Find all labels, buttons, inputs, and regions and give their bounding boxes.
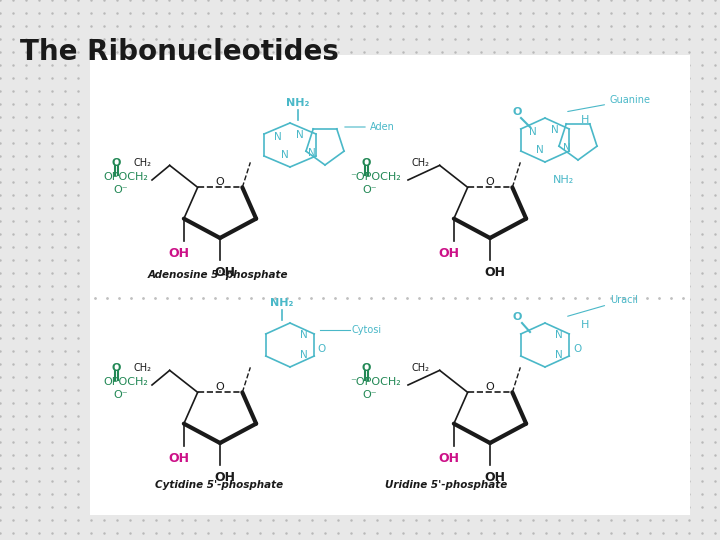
Text: ⁻OPOCH₂: ⁻OPOCH₂ xyxy=(350,377,401,387)
Text: O: O xyxy=(318,344,326,354)
Text: N: N xyxy=(300,330,308,340)
Text: OH: OH xyxy=(215,471,235,484)
Text: OH: OH xyxy=(485,471,505,484)
Text: O: O xyxy=(112,158,122,168)
Text: O: O xyxy=(485,382,495,393)
Text: N: N xyxy=(281,150,289,160)
Text: O: O xyxy=(362,363,372,373)
Text: Cytidine 5'-phosphate: Cytidine 5'-phosphate xyxy=(155,480,283,490)
Text: NH₂: NH₂ xyxy=(287,98,310,108)
Text: OH: OH xyxy=(168,247,189,260)
Text: CH₂: CH₂ xyxy=(412,363,430,373)
Text: O: O xyxy=(513,107,522,117)
Text: OH: OH xyxy=(438,451,459,464)
Text: Aden: Aden xyxy=(370,122,395,132)
Text: OH: OH xyxy=(438,247,459,260)
Text: CH₂: CH₂ xyxy=(134,158,152,168)
Text: Uracil: Uracil xyxy=(567,295,638,316)
Text: H: H xyxy=(581,115,589,125)
Text: OH: OH xyxy=(215,266,235,279)
Text: OH: OH xyxy=(168,451,189,464)
FancyBboxPatch shape xyxy=(90,55,690,515)
Text: NH₂: NH₂ xyxy=(552,175,574,185)
Text: N: N xyxy=(551,125,559,135)
Text: Guanine: Guanine xyxy=(568,95,651,111)
Text: ⁻OPOCH₂: ⁻OPOCH₂ xyxy=(350,172,401,182)
Text: N: N xyxy=(555,350,563,360)
Text: N: N xyxy=(555,330,563,340)
Text: OPOCH₂: OPOCH₂ xyxy=(103,172,148,182)
Text: The Ribonucleotides: The Ribonucleotides xyxy=(20,38,339,66)
Text: O: O xyxy=(215,177,225,187)
Text: OPOCH₂: OPOCH₂ xyxy=(103,377,148,387)
Text: O: O xyxy=(112,363,122,373)
Text: N: N xyxy=(308,148,316,158)
Text: N: N xyxy=(274,132,282,142)
Text: N: N xyxy=(536,145,544,155)
Text: O⁻: O⁻ xyxy=(113,185,127,195)
Text: OH: OH xyxy=(485,266,505,279)
Text: NH₂: NH₂ xyxy=(270,298,294,308)
Text: Uridine 5'-phosphate: Uridine 5'-phosphate xyxy=(385,480,508,490)
Text: O⁻: O⁻ xyxy=(362,185,377,195)
Text: O: O xyxy=(215,382,225,393)
Text: O⁻: O⁻ xyxy=(362,390,377,400)
Text: N: N xyxy=(529,127,537,137)
Text: CH₂: CH₂ xyxy=(134,363,152,373)
Text: N: N xyxy=(563,143,571,153)
Text: O⁻: O⁻ xyxy=(113,390,127,400)
Text: N: N xyxy=(300,350,308,360)
Text: O: O xyxy=(485,177,495,187)
Text: Cytosi: Cytosi xyxy=(352,325,382,335)
Text: O: O xyxy=(362,158,372,168)
Text: N: N xyxy=(296,130,304,140)
Text: H: H xyxy=(581,320,589,330)
Text: Adenosine 5'-phosphate: Adenosine 5'-phosphate xyxy=(148,270,289,280)
Text: O: O xyxy=(573,344,581,354)
Text: O: O xyxy=(513,312,522,322)
Text: CH₂: CH₂ xyxy=(412,158,430,168)
